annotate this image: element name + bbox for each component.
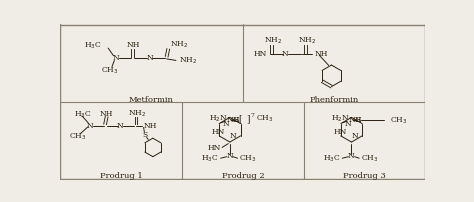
Text: HN: HN (212, 128, 225, 136)
Text: N: N (117, 122, 124, 130)
Text: NH: NH (126, 41, 139, 49)
Text: Metformin: Metformin (129, 96, 174, 104)
Text: Prodrug 2: Prodrug 2 (222, 172, 264, 180)
Text: N: N (345, 120, 351, 128)
Text: NH$_2$: NH$_2$ (298, 36, 316, 46)
Text: NH: NH (100, 109, 113, 118)
Text: H$_2$N: H$_2$N (210, 114, 228, 124)
Text: S: S (234, 117, 239, 124)
Text: HN: HN (207, 144, 220, 152)
Text: S: S (355, 117, 360, 124)
Text: CH$_3$: CH$_3$ (101, 65, 118, 76)
Text: H$_2$N: H$_2$N (331, 114, 350, 124)
Text: NH$_2$: NH$_2$ (264, 36, 282, 46)
Text: Prodrug 1: Prodrug 1 (100, 172, 143, 180)
Text: 7: 7 (251, 113, 255, 118)
Text: Phenformin: Phenformin (309, 96, 358, 104)
Text: CH$_3$: CH$_3$ (69, 132, 86, 142)
Text: N: N (223, 120, 230, 128)
Text: N: N (348, 152, 355, 160)
Text: CH$_3$: CH$_3$ (361, 154, 378, 164)
Text: N: N (227, 152, 233, 160)
Text: N: N (352, 132, 358, 140)
Text: NH: NH (144, 122, 157, 130)
Text: HN: HN (333, 128, 347, 136)
Text: NH$_2$: NH$_2$ (179, 55, 197, 66)
Text: CH$_3$: CH$_3$ (239, 154, 256, 164)
Text: NH: NH (315, 50, 328, 58)
Text: CH$_3$: CH$_3$ (256, 114, 273, 124)
Text: [: [ (238, 115, 242, 123)
Text: HN: HN (254, 50, 267, 58)
Text: CH$_3$: CH$_3$ (390, 115, 408, 126)
Text: H$_3$C: H$_3$C (74, 109, 92, 120)
Text: N: N (86, 122, 93, 130)
Text: Prodrug 3: Prodrug 3 (343, 172, 386, 180)
Text: N: N (282, 50, 289, 58)
Text: NH: NH (348, 117, 362, 124)
Text: NH$_2$: NH$_2$ (128, 108, 146, 119)
Text: ]: ] (246, 115, 250, 123)
Text: NH: NH (227, 117, 240, 124)
Text: H$_3$C: H$_3$C (84, 41, 102, 51)
Text: H$_3$C: H$_3$C (201, 154, 219, 164)
Text: H$_3$C: H$_3$C (323, 154, 341, 164)
Text: N: N (230, 132, 237, 140)
Text: S: S (143, 131, 148, 139)
Text: NH$_2$: NH$_2$ (170, 40, 188, 50)
Text: N: N (112, 54, 119, 62)
Text: N: N (146, 54, 153, 62)
